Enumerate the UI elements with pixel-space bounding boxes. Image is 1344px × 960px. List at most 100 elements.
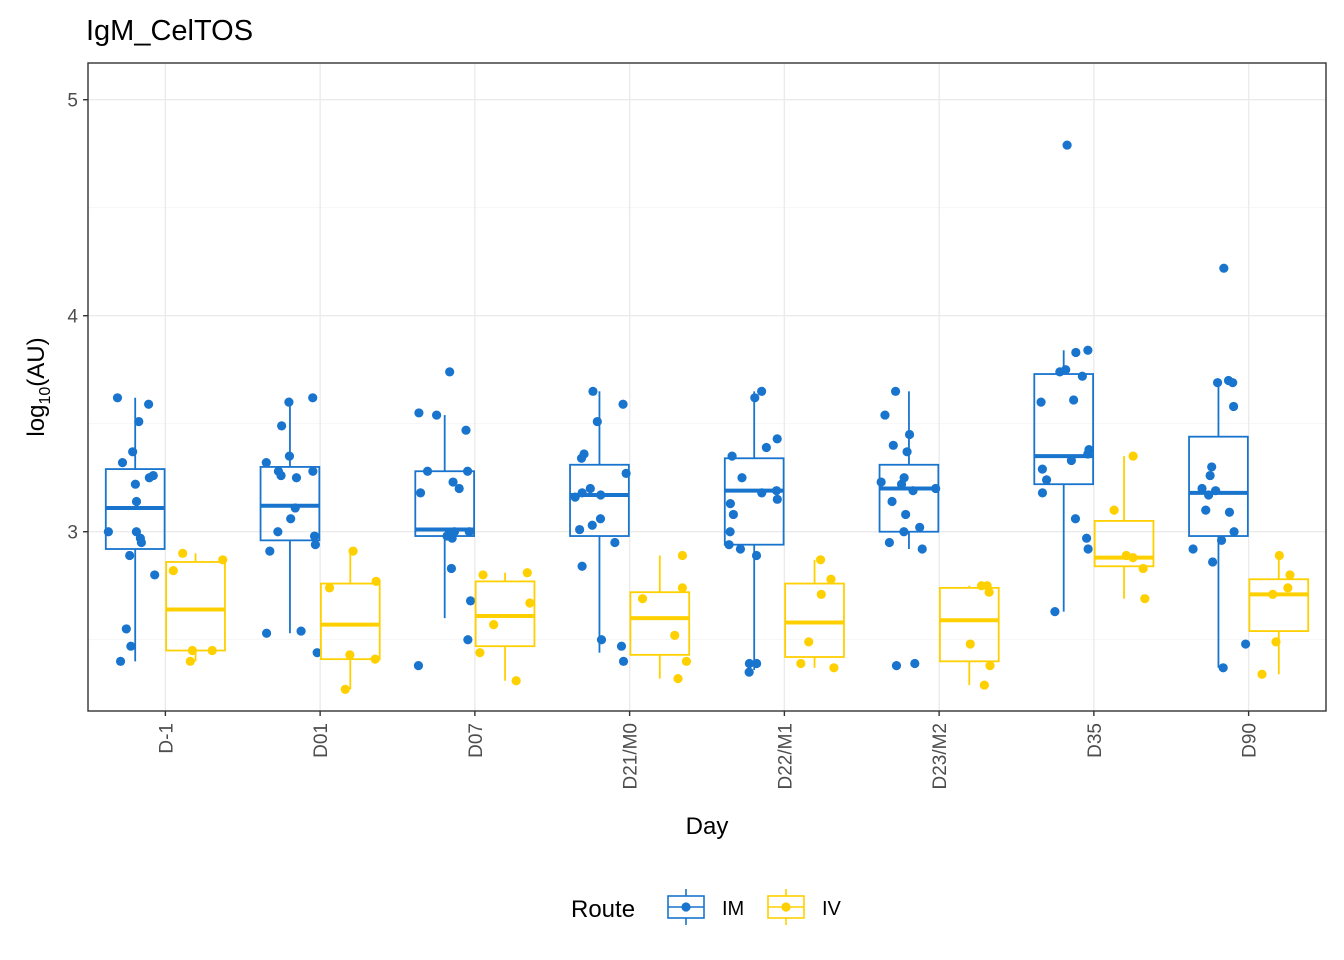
- data-point-IM: [876, 477, 886, 487]
- data-point-IM: [1036, 397, 1046, 407]
- box-body: [474, 580, 536, 648]
- data-point-IM: [144, 399, 154, 409]
- data-point-IV: [475, 648, 485, 658]
- data-point-IM: [887, 496, 897, 507]
- chart-title: IgM_CelTOS: [86, 15, 253, 47]
- data-point-IM: [464, 527, 474, 537]
- x-tick-label: D23/M2: [930, 723, 951, 790]
- data-point-IM: [616, 641, 627, 651]
- data-point-IM: [432, 410, 442, 420]
- data-point-IM: [461, 425, 471, 435]
- data-point-IM: [1077, 371, 1087, 381]
- data-point-IM: [286, 514, 296, 524]
- data-point-IV: [525, 598, 535, 608]
- data-point-IM: [757, 488, 767, 498]
- data-point-IM: [1083, 544, 1093, 554]
- box-body: [784, 582, 845, 658]
- box-body: [938, 586, 1000, 663]
- data-point-IM: [121, 624, 131, 634]
- data-point-IV: [371, 576, 381, 587]
- data-point-IV: [677, 583, 688, 593]
- data-point-IV: [670, 630, 680, 641]
- data-point-IM: [588, 386, 598, 396]
- data-point-IM: [265, 546, 275, 556]
- data-point-IV: [979, 680, 989, 690]
- data-point-IM: [1083, 449, 1093, 459]
- data-point-IM: [772, 494, 782, 504]
- data-point-IV: [348, 546, 358, 556]
- box-body: [1248, 578, 1310, 632]
- data-point-IM: [577, 488, 587, 498]
- data-point-IM: [117, 458, 128, 468]
- data-point-IM: [1229, 527, 1239, 537]
- data-point-IM: [884, 537, 894, 548]
- data-point-IM: [752, 658, 762, 669]
- data-point-IM: [1062, 140, 1072, 150]
- data-point-IM: [284, 397, 294, 407]
- y-axis-title: log10(AU): [23, 337, 54, 436]
- data-point-IM: [890, 386, 901, 396]
- data-point-IM: [904, 429, 915, 440]
- data-point-IV: [637, 594, 648, 604]
- legend-keys: IM IV: [667, 889, 842, 925]
- x-axis-title: Day: [686, 813, 729, 840]
- data-point-IM: [896, 479, 907, 489]
- data-point-IM: [899, 527, 909, 537]
- box-body: [878, 463, 940, 533]
- data-point-IM: [621, 468, 631, 478]
- data-point-IM: [1224, 507, 1235, 517]
- box-IV: [784, 559, 845, 668]
- data-point-IV: [168, 566, 178, 576]
- data-point-IM: [575, 524, 585, 535]
- data-point-IM: [103, 527, 113, 537]
- data-point-IM: [308, 393, 318, 403]
- x-axis: D-1 D01 D07 D21/M0 D22/M1 D23/M2 D35 D90: [156, 711, 1261, 790]
- box-IV: [1093, 456, 1155, 599]
- data-point-IV: [816, 589, 826, 599]
- data-point-IV: [677, 550, 688, 561]
- data-point-IM: [454, 483, 464, 494]
- data-point-IV: [1268, 589, 1278, 599]
- data-point-IM: [1066, 455, 1076, 466]
- data-point-IM: [465, 596, 476, 606]
- data-point-IM: [446, 563, 457, 574]
- data-point-IM: [112, 393, 123, 403]
- box-IM: [414, 415, 476, 619]
- data-point-IV: [1138, 563, 1148, 574]
- data-point-IM: [1229, 401, 1239, 412]
- data-point-IV: [324, 583, 335, 593]
- data-point-IM: [917, 544, 927, 554]
- data-point-IV: [340, 684, 350, 695]
- data-point-IM: [1070, 514, 1081, 524]
- data-point-IM: [1197, 483, 1207, 494]
- box-body: [1188, 435, 1249, 537]
- data-point-IV: [796, 658, 806, 669]
- data-point-IM: [761, 442, 771, 453]
- y-tick-label: 4: [67, 307, 78, 328]
- x-tick-label: D35: [1085, 723, 1106, 758]
- box-body: [569, 463, 630, 537]
- data-point-IM: [577, 561, 587, 571]
- data-point-IM: [290, 503, 300, 513]
- x-tick-label: D-1: [156, 723, 177, 754]
- series-IM: [103, 140, 1251, 677]
- data-point-IM: [880, 410, 890, 420]
- data-point-IV: [185, 656, 195, 666]
- data-point-IM: [915, 522, 925, 533]
- data-point-IM: [592, 416, 602, 427]
- series-IV: [165, 451, 1310, 695]
- data-point-IM: [277, 421, 287, 431]
- data-point-IV: [826, 574, 836, 584]
- data-point-IM: [744, 667, 754, 677]
- data-point-IV: [187, 645, 198, 656]
- data-point-IM: [1037, 488, 1048, 498]
- data-point-IM: [750, 393, 760, 403]
- x-tick-label: D21/M0: [621, 723, 642, 790]
- data-point-IV: [804, 637, 814, 647]
- data-point-IM: [462, 466, 473, 476]
- data-point-IM: [1211, 486, 1221, 496]
- data-point-IV: [681, 656, 692, 666]
- data-point-IM: [1081, 533, 1092, 543]
- box-body: [629, 591, 691, 656]
- data-point-IV: [207, 645, 217, 656]
